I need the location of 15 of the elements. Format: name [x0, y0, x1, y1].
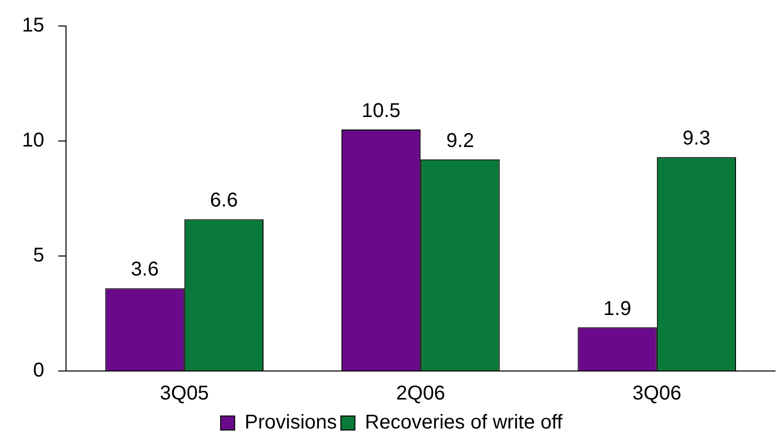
- y-tick-label: 15: [22, 14, 44, 37]
- legend-label: Recoveries of write off: [364, 412, 563, 434]
- legend-label: Provisions: [244, 412, 337, 434]
- data-label: 10.5: [362, 100, 401, 122]
- data-label: 9.3: [682, 128, 710, 150]
- x-tick-label: 2Q06: [396, 382, 446, 405]
- data-label: 9.2: [446, 130, 474, 152]
- x-tick-label: 3Q05: [160, 382, 209, 405]
- y-tick-label: 0: [33, 360, 44, 382]
- data-label: 1.9: [603, 298, 632, 320]
- x-tick-label: 3Q06: [632, 382, 682, 405]
- y-tick-label: 5: [33, 244, 44, 267]
- data-label: 6.6: [210, 190, 238, 212]
- y-tick-label: 10: [22, 130, 44, 152]
- data-label: 3.6: [130, 258, 159, 281]
